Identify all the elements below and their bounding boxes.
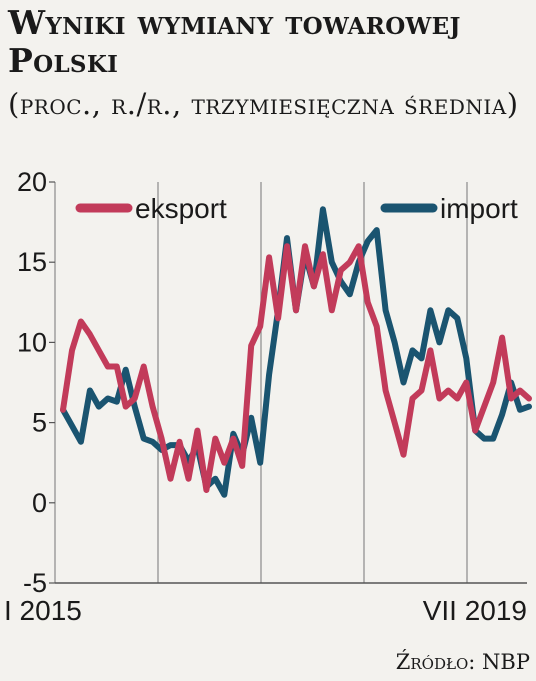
legend: eksport import — [75, 193, 518, 224]
y-tick-label: 5 — [32, 408, 47, 438]
y-tick-label: 0 — [32, 488, 47, 518]
axis-layer: 20 15 10 5 0 -5I 2015 VII 2019 — [4, 167, 527, 626]
series-line-import — [60, 206, 532, 498]
y-tick-label: 15 — [17, 247, 47, 277]
series-layer — [60, 206, 532, 498]
x-tick-label-end: VII 2019 — [423, 595, 527, 626]
legend-label-import: import — [440, 193, 518, 224]
y-tick-label: -5 — [23, 568, 47, 598]
y-tick-label: 10 — [17, 327, 47, 357]
y-tick-label: 20 — [17, 167, 47, 197]
chart-source: Źródło: NBP — [395, 650, 530, 674]
x-tick-label-start: I 2015 — [4, 595, 82, 626]
series-line-eksport — [60, 243, 532, 493]
legend-label-eksport: eksport — [135, 193, 227, 224]
chart-subtitle: (proc., r./r., trzymiesięczna średnia) — [8, 87, 519, 121]
chart-title: Wyniki wymiany towarowej Polski — [8, 3, 461, 80]
